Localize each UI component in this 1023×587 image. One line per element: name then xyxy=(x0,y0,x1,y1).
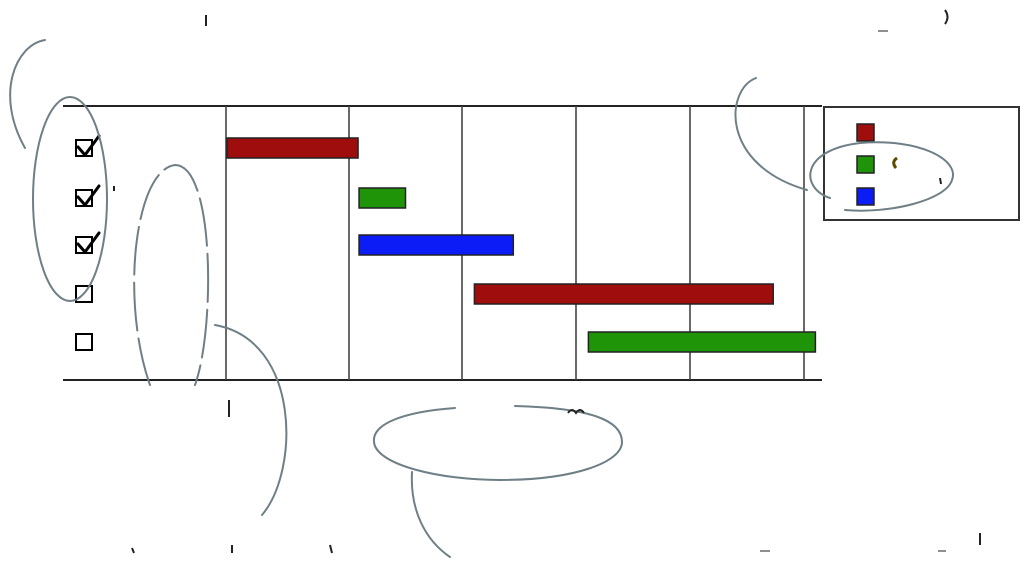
legend-swatch xyxy=(856,123,875,142)
annotation-callout-curve xyxy=(410,471,451,558)
task-checkboxes xyxy=(75,134,101,351)
task-bar xyxy=(358,234,515,256)
checkmark-icon xyxy=(76,134,101,157)
annotation-ellipse-labels xyxy=(133,163,210,386)
task-bar xyxy=(226,137,359,159)
stray-mark xyxy=(131,547,135,554)
legend-text-fragment xyxy=(892,156,898,169)
annotations xyxy=(9,39,955,558)
stray-mark xyxy=(567,409,585,415)
stray-mark xyxy=(944,9,949,25)
task-bars xyxy=(226,137,817,353)
annotation-callout-curve xyxy=(9,39,46,149)
legend-text-fragment xyxy=(939,177,942,185)
legend-swatches xyxy=(856,123,875,206)
annotation-ellipse-axis xyxy=(372,405,624,482)
legend-box xyxy=(823,106,1020,221)
annotation-callout-curve xyxy=(734,77,808,191)
legend-swatch xyxy=(856,155,875,174)
legend xyxy=(823,106,1020,221)
task-bar xyxy=(358,187,407,209)
task-bar xyxy=(473,283,774,305)
chart-frame xyxy=(63,105,822,381)
checkmark-icon xyxy=(76,184,101,207)
annotation-ellipse-checkboxes xyxy=(32,96,108,302)
stray-marks xyxy=(113,9,981,554)
checkmark-icon xyxy=(76,231,101,254)
task-checkbox xyxy=(75,333,93,351)
legend-swatch xyxy=(856,187,875,206)
annotation-ellipse-legend xyxy=(809,141,955,212)
stray-mark xyxy=(329,544,333,554)
annotation-callout-curve xyxy=(214,324,288,516)
task-bar xyxy=(587,331,817,353)
